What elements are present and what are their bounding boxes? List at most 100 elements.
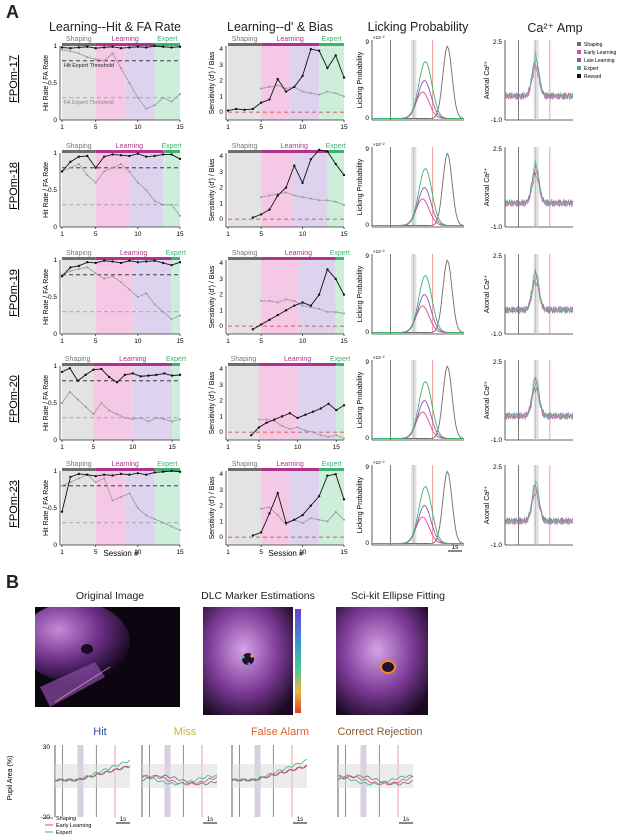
hit-rate-point <box>178 261 182 264</box>
phase-label-expert: Expert <box>321 461 341 468</box>
bias-point <box>257 418 260 421</box>
fa-rate-point <box>120 67 122 70</box>
fa-rate-point <box>77 52 80 55</box>
dprime-point <box>326 150 329 153</box>
shaping-bar <box>62 150 96 153</box>
y-tick-label: 1 <box>53 150 57 157</box>
y-tick-label: 1 <box>53 363 57 370</box>
shaping-region <box>228 46 262 120</box>
dprime-point <box>301 301 304 304</box>
late-learning-region <box>290 471 320 545</box>
outcome-miss: Miss <box>173 726 197 738</box>
ca-trace <box>504 381 574 421</box>
stimulus-window <box>411 465 417 545</box>
fa-rate-point <box>120 495 122 498</box>
bias-point <box>260 299 263 302</box>
hit-rate-point <box>94 474 97 478</box>
stimulus-window <box>533 465 539 545</box>
dprime-point <box>342 498 346 501</box>
row-label-mouse: FPOm-17 <box>8 55 20 103</box>
fa-rate-point <box>162 203 165 206</box>
learning-bar <box>261 257 336 260</box>
x-tick-label: 5 <box>259 338 263 345</box>
dprime-point <box>342 404 346 407</box>
expert-region <box>319 46 344 120</box>
stimulus-window <box>411 254 417 334</box>
y-label-dprime: Sensitivity (d') / Bias <box>209 158 216 221</box>
y-tick-label: 4 <box>219 471 223 478</box>
y-tick-label: 0 <box>53 542 57 549</box>
dprime-point <box>259 323 263 326</box>
fa-rate-point <box>108 409 111 412</box>
x-tick-label: 15 <box>340 124 348 131</box>
lick-expert <box>372 485 464 544</box>
shaping-region <box>228 153 262 227</box>
ca-trace <box>504 376 574 420</box>
bias-point <box>326 199 329 202</box>
pupil-legend-label: Expert <box>56 830 72 836</box>
x-tick-label: 5 <box>94 549 98 556</box>
x-tick-label: 15 <box>333 444 341 451</box>
bias-point <box>334 92 337 95</box>
x-tick-label: 1 <box>226 338 230 345</box>
y-tick-label: 1 <box>219 93 223 100</box>
phase-label-shaping: Shaping <box>66 36 92 43</box>
lick-shaping <box>372 470 465 544</box>
expert-bar <box>319 468 344 471</box>
hit-rate-point <box>128 259 131 262</box>
expert-bar <box>172 363 180 366</box>
hit-rate-point <box>128 46 131 49</box>
hit-rate-point <box>60 275 64 278</box>
bias-point <box>335 434 338 437</box>
dprime-point <box>276 194 279 197</box>
hit-rate-point <box>77 155 81 158</box>
hit-rate-point <box>161 261 165 265</box>
dprime-point <box>288 412 292 415</box>
shaping-bar <box>228 150 262 153</box>
late-learning-region <box>294 153 328 227</box>
fa-rate-point <box>170 525 173 528</box>
x-tick-label: 1 <box>226 444 230 451</box>
y-tick-label: 3 <box>219 62 223 69</box>
x-tick-label: 10 <box>129 444 137 451</box>
ca-trace <box>504 52 574 100</box>
phase-label-shaping: Shaping <box>232 250 258 257</box>
fa-rate-point <box>179 418 181 421</box>
y-label-calcium: Axonal Ca²⁺ <box>484 61 491 100</box>
fa-rate-point <box>163 418 166 421</box>
legend-swatch <box>577 66 581 70</box>
hit-rate-point <box>170 46 173 49</box>
dprime-point <box>334 277 337 281</box>
fa-rate-point <box>68 390 71 393</box>
pupil-scale-label: 1s <box>297 817 303 823</box>
ellipse-fit-image <box>336 607 428 715</box>
pupil-sem-band <box>55 764 130 788</box>
hit-rate-point <box>102 259 106 262</box>
phase-label-learning: Learning <box>112 461 139 468</box>
y-tick-label: 1 <box>219 200 223 207</box>
fa-rate-point <box>153 303 156 306</box>
y-tick-label: 0 <box>219 429 223 436</box>
ca-ytop: 2.5 <box>493 146 502 153</box>
expert-bar <box>335 257 344 260</box>
fa-rate-point <box>84 405 87 408</box>
hit-rate-point <box>69 160 72 164</box>
phase-label-expert: Expert <box>161 143 181 150</box>
y-tick-label: 0 <box>219 216 223 223</box>
lick-exponent: ×10⁻² <box>373 35 385 40</box>
original-image-title: Original Image <box>75 590 145 602</box>
expert-bar <box>171 257 180 260</box>
ca-trace <box>505 268 574 314</box>
dprime-point <box>296 416 299 420</box>
hit-rate-point <box>84 373 87 377</box>
hit-threshold-label: Hit Expert Threshold <box>64 63 114 69</box>
lick-expert <box>372 60 464 119</box>
stimulus-window <box>411 360 417 440</box>
late-learning-region <box>297 366 337 440</box>
fa-rate-point <box>147 420 150 423</box>
hit-rate-point <box>153 154 156 158</box>
fa-rate-point <box>179 214 181 217</box>
dprime-point <box>293 518 296 522</box>
stimulus-window <box>411 147 417 227</box>
pupil-trace <box>337 774 414 786</box>
